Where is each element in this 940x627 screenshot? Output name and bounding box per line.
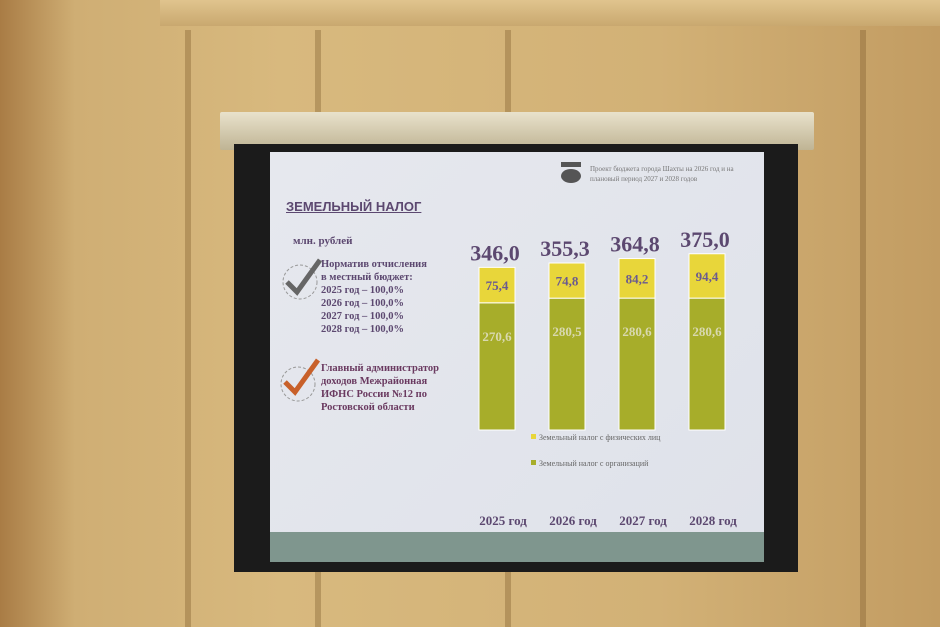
bar-segment	[688, 297, 726, 431]
x-tick-label: 2028 год	[689, 513, 737, 528]
legend-swatch	[531, 434, 536, 439]
note-line: в местный бюджет:	[321, 272, 413, 283]
bar-segment	[548, 262, 586, 299]
slide-footer	[270, 532, 764, 562]
projector-screen-housing	[220, 112, 814, 150]
slide-title: ЗЕМЕЛЬНЫЙ НАЛОГ	[286, 199, 422, 214]
norm-note: Норматив отчисления в местный бюджет: 20…	[321, 258, 427, 336]
cornice	[160, 0, 940, 26]
data-label: 280,6	[622, 324, 652, 339]
total-label: 355,3	[540, 236, 590, 261]
data-label: 74,8	[556, 274, 579, 289]
admin-note: Главный администратор доходов Межрайонна…	[321, 362, 439, 414]
legend-label: Земельный налог с физических лиц	[539, 433, 661, 442]
wall-panel	[860, 30, 866, 627]
bar-segment	[688, 253, 726, 299]
data-label: 280,6	[692, 324, 722, 339]
legend-swatch	[531, 460, 536, 465]
total-label: 375,0	[680, 227, 730, 252]
wall-panel	[185, 30, 191, 627]
data-label: 270,6	[482, 329, 512, 344]
data-label: 84,2	[626, 271, 649, 286]
slide	[270, 152, 764, 534]
bar-segment	[478, 266, 516, 304]
bar-segment	[478, 302, 516, 431]
total-label: 364,8	[610, 232, 660, 257]
bar-segment	[618, 297, 656, 431]
note-line: Главный администратор	[321, 363, 439, 374]
bar-segment	[618, 258, 656, 299]
coat-of-arms-icon	[558, 160, 584, 186]
data-label: 94,4	[696, 269, 719, 284]
data-label: 75,4	[486, 278, 509, 293]
x-tick-label: 2026 год	[549, 513, 597, 528]
note-line: 2028 год – 100,0%	[321, 324, 405, 335]
x-tick-label: 2025 год	[479, 513, 527, 528]
note-line: доходов Межрайонная	[321, 376, 428, 387]
note-line: 2027 год – 100,0%	[321, 311, 405, 322]
slide-header: Проект бюджета города Шахты на 2026 год …	[590, 165, 734, 183]
note-line: 2025 год – 100,0%	[321, 285, 405, 296]
note-line: ИФНС России №12 по	[321, 389, 427, 400]
bar-segment	[548, 297, 586, 431]
legend-label: Земельный налог с организаций	[539, 459, 649, 468]
data-label: 280,5	[552, 324, 582, 339]
total-label: 346,0	[470, 240, 520, 265]
note-line: 2026 год – 100,0%	[321, 298, 405, 309]
note-line: Норматив отчисления	[321, 259, 427, 270]
note-line: Ростовской области	[321, 402, 415, 413]
unit-label: млн. рублей	[293, 235, 353, 247]
x-tick-label: 2027 год	[619, 513, 667, 528]
